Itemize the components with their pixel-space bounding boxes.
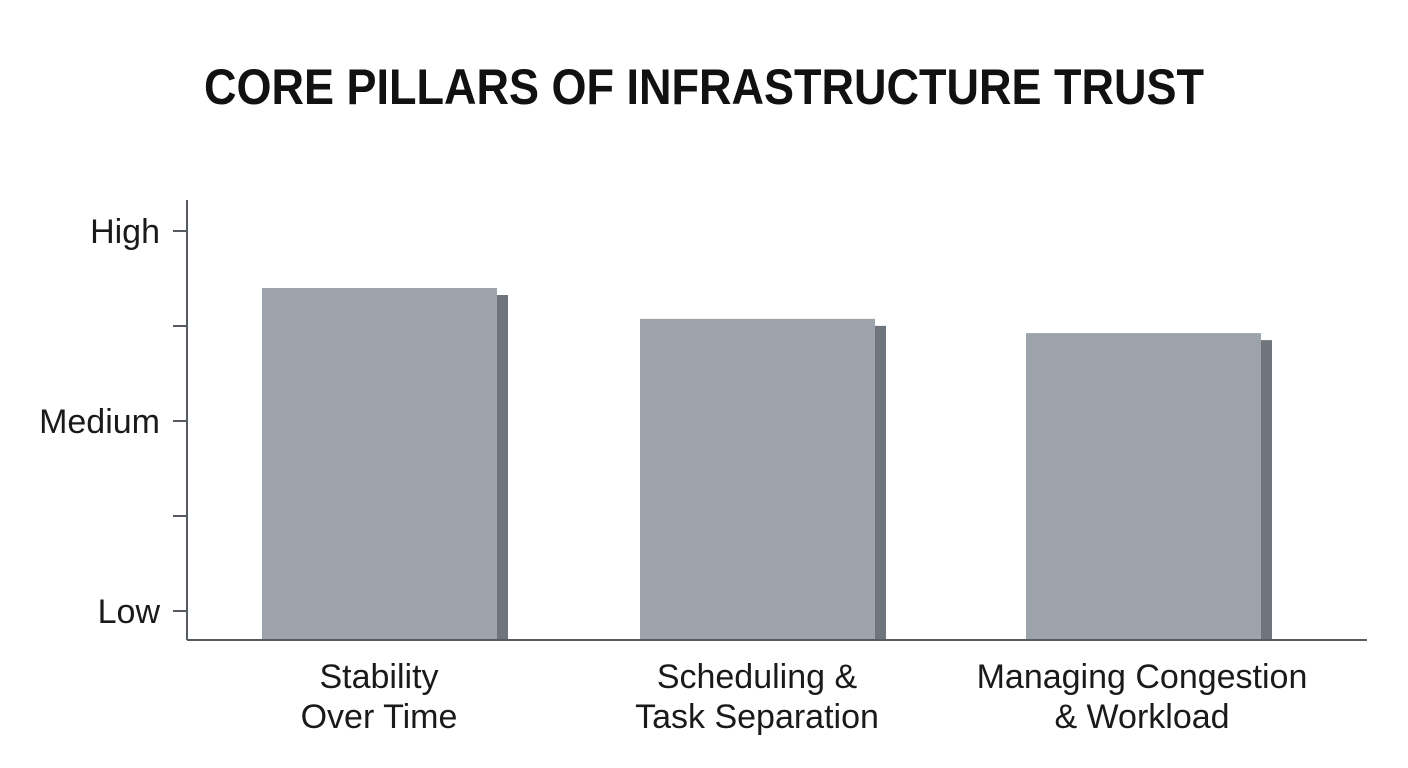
bar-1 <box>262 288 497 640</box>
bar-3 <box>1026 333 1261 640</box>
x-category-label: Managing Congestion <box>977 658 1308 696</box>
bar-shadow <box>497 295 508 640</box>
bar-shadow <box>1261 340 1272 640</box>
x-category-label: Over Time <box>301 698 458 736</box>
y-ticks-group: Low Medium High <box>39 213 187 631</box>
x-category-label: & Workload <box>1054 698 1229 736</box>
y-tick-label: Low <box>98 593 161 631</box>
y-tick-label: High <box>90 213 160 251</box>
bar-2 <box>640 318 875 640</box>
chart-title: CORE PILLARS OF INFRASTRUCTURE TRUST <box>204 59 1204 115</box>
bars-group <box>262 288 1272 640</box>
x-category-label: Scheduling & <box>657 658 858 696</box>
bar-shadow <box>875 325 886 640</box>
y-tick-label: Medium <box>39 403 160 441</box>
x-category-label: Task Separation <box>635 698 879 736</box>
x-category-label: Stability <box>319 658 438 696</box>
